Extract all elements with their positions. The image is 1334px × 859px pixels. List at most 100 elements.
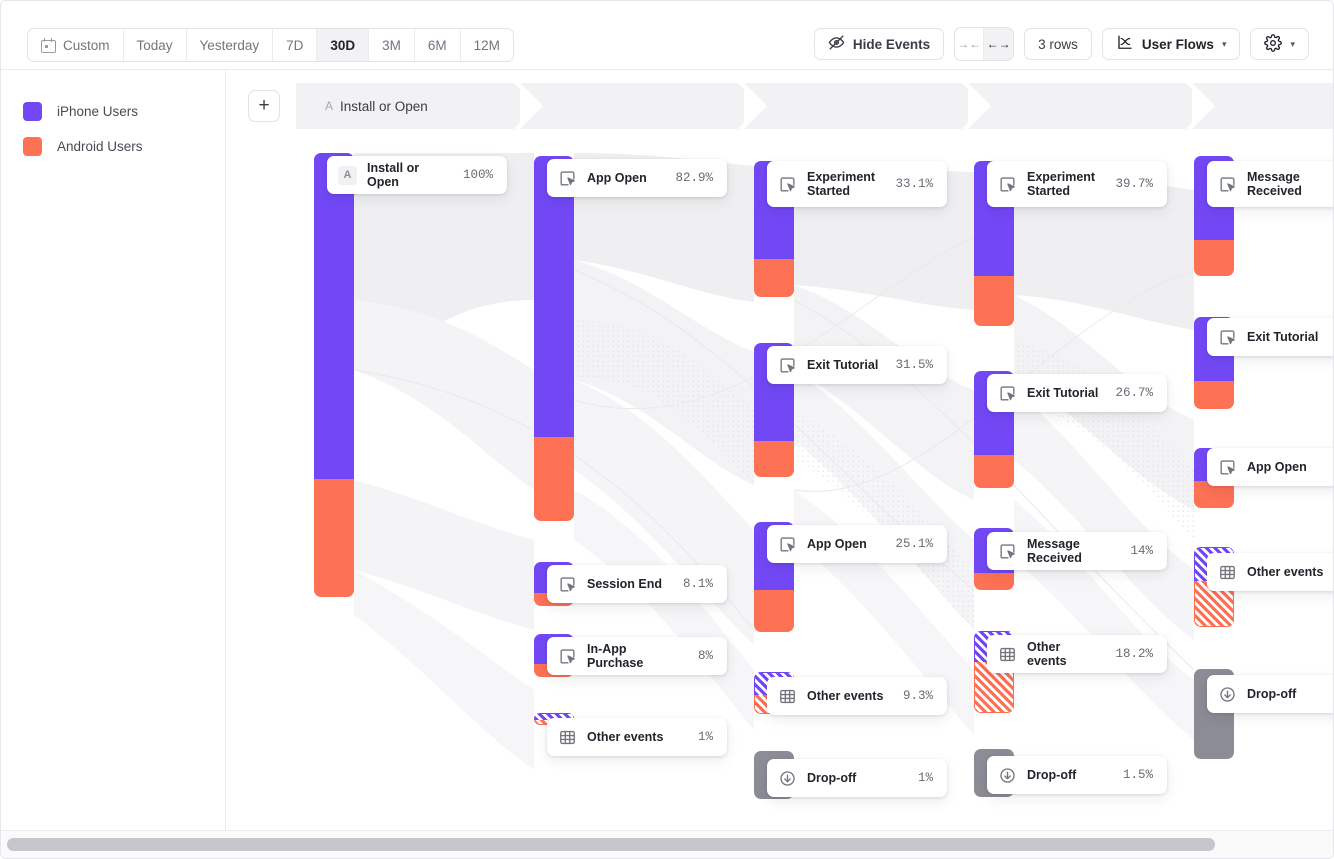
node-bar[interactable]	[534, 156, 574, 521]
toolbar-right-actions: Hide Events →← ←→ 3 rows User Flows ▾	[813, 27, 1309, 61]
node-label: Other events	[1027, 640, 1067, 668]
event-cursor-icon	[558, 169, 577, 188]
step-badge: A	[325, 99, 334, 113]
node-card[interactable]: Exit Tutorial 26.7%	[987, 374, 1167, 412]
node-percentage: 25.1%	[895, 537, 933, 551]
node-card[interactable]: A Install or Open 100%	[327, 156, 507, 194]
calendar-icon	[41, 37, 56, 53]
step-header-3[interactable]	[968, 83, 1209, 129]
step-label-wrap: A Install or Open	[325, 83, 428, 129]
node-card[interactable]: Drop-off 1%	[767, 759, 947, 797]
node-card[interactable]: Message Received 14%	[987, 532, 1167, 570]
date-range-30d[interactable]: 30D	[317, 29, 370, 61]
date-range-label: Today	[136, 37, 173, 53]
node-card[interactable]: Other events 18.2%	[987, 635, 1167, 673]
date-range-label: 12M	[473, 37, 500, 53]
date-range-3m[interactable]: 3M	[369, 29, 415, 61]
node-card[interactable]: Message Received	[1207, 161, 1333, 207]
view-mode-dropdown[interactable]: User Flows ▾	[1101, 28, 1241, 60]
event-cursor-icon	[778, 535, 797, 554]
grid-icon	[1218, 563, 1237, 582]
event-cursor-icon	[558, 647, 577, 666]
node-card[interactable]: Exit Tutorial 31.5%	[767, 346, 947, 384]
date-range-today[interactable]: Today	[124, 29, 187, 61]
date-range-12m[interactable]: 12M	[461, 29, 513, 61]
settings-dropdown[interactable]: ▾	[1250, 28, 1309, 60]
node-card[interactable]: Session End 8.1%	[547, 565, 727, 603]
date-range-label: 3M	[382, 37, 401, 53]
date-range-label: Yesterday	[199, 37, 260, 53]
node-label: Message Received	[1247, 170, 1302, 198]
node-card[interactable]: App Open 82.9%	[547, 159, 727, 197]
dropoff-icon	[998, 766, 1017, 785]
step-header-1[interactable]	[520, 83, 761, 129]
event-cursor-icon	[998, 384, 1017, 403]
node-card[interactable]: Drop-off 1.5%	[987, 756, 1167, 794]
date-range-7d[interactable]: 7D	[273, 29, 318, 61]
event-cursor-icon	[1218, 328, 1237, 347]
event-cursor-icon	[1218, 175, 1237, 194]
legend-swatch	[23, 102, 42, 121]
bar-segment-android	[534, 437, 574, 521]
node-label: Drop-off	[1027, 768, 1077, 782]
legend-item[interactable]: Android Users	[23, 129, 143, 164]
date-range-yesterday[interactable]: Yesterday	[187, 29, 274, 61]
legend-list: iPhone Users Android Users	[23, 94, 143, 164]
scrollbar-thumb[interactable]	[7, 838, 1215, 851]
step-header-2[interactable]	[744, 83, 985, 129]
grid-icon	[778, 687, 797, 706]
gear-icon	[1264, 33, 1283, 55]
node-card[interactable]: In-App Purchase 8%	[547, 637, 727, 675]
date-range-6m[interactable]: 6M	[415, 29, 461, 61]
legend-item[interactable]: iPhone Users	[23, 94, 143, 129]
horizontal-scrollbar[interactable]	[1, 830, 1333, 858]
node-card[interactable]: Experiment Started 39.7%	[987, 161, 1167, 207]
date-range-segmented-control[interactable]: Custom Today Yesterday 7D 30D 3M 6M 12M	[27, 28, 514, 62]
event-cursor-icon	[778, 175, 797, 194]
node-percentage: 14%	[1130, 544, 1153, 558]
node-card[interactable]: Experiment Started 33.1%	[767, 161, 947, 207]
node-percentage: 8.1%	[682, 577, 713, 591]
node-label: Message Received	[1027, 537, 1082, 565]
node-card[interactable]: Exit Tutorial	[1207, 318, 1333, 356]
node-bar[interactable]	[754, 161, 794, 297]
node-label: Other events	[807, 689, 884, 703]
node-percentage: 100%	[462, 168, 493, 182]
node-label: Drop-off	[1247, 687, 1297, 701]
letter-a-badge: A	[338, 165, 357, 185]
step-header-0[interactable]: A Install or Open	[296, 83, 537, 129]
node-percentage: 39.7%	[1115, 177, 1153, 191]
node-label: Session End	[587, 577, 663, 591]
node-card[interactable]: Other events 9.3%	[767, 677, 947, 715]
node-label: Install or Open	[367, 161, 420, 189]
layout-width-toggle[interactable]: →← ←→	[954, 27, 1015, 61]
date-range-custom[interactable]: Custom	[28, 29, 124, 61]
collapse-horizontal-icon[interactable]: →←	[955, 28, 985, 60]
event-cursor-icon	[998, 175, 1017, 194]
dropoff-icon	[1218, 685, 1237, 704]
step-header-4[interactable]	[1192, 83, 1333, 129]
event-cursor-icon	[558, 575, 577, 594]
grid-icon	[998, 645, 1017, 664]
node-card[interactable]: Drop-off	[1207, 675, 1333, 713]
flow-canvas[interactable]: + A Install or Open	[227, 70, 1333, 831]
node-label: Other events	[587, 730, 664, 744]
event-cursor-icon	[778, 356, 797, 375]
node-label: Experiment Started	[807, 170, 876, 198]
node-card[interactable]: Other events 1%	[547, 718, 727, 756]
node-card[interactable]: App Open	[1207, 448, 1333, 486]
chevron-down-icon: ▾	[1290, 38, 1295, 49]
node-percentage: 8%	[697, 649, 713, 663]
node-card[interactable]: App Open 25.1%	[767, 525, 947, 563]
node-card[interactable]: Other events	[1207, 553, 1333, 591]
rows-button[interactable]: 3 rows	[1024, 28, 1092, 60]
node-percentage: 82.9%	[675, 171, 713, 185]
node-label: App Open	[1247, 460, 1307, 474]
node-percentage: 1%	[917, 771, 933, 785]
node-bar[interactable]	[314, 153, 354, 597]
hide-events-button[interactable]: Hide Events	[813, 28, 945, 60]
node-label: In-App Purchase	[587, 642, 644, 670]
add-step-button[interactable]: +	[248, 90, 280, 122]
flow-icon	[1116, 34, 1134, 55]
expand-horizontal-icon[interactable]: ←→	[984, 28, 1014, 60]
